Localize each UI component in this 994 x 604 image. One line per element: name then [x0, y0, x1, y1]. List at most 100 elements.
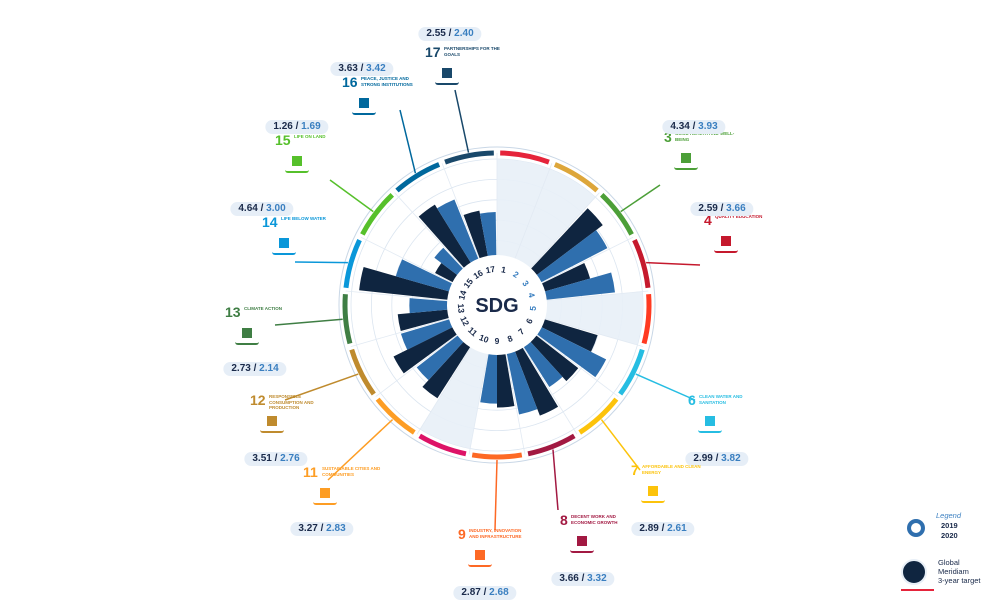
inner-number-goal-10: 10 — [478, 332, 491, 345]
ring-segment-goal-4 — [632, 239, 651, 289]
value-separator: / — [689, 121, 699, 132]
sector-divider — [522, 347, 578, 435]
value-separator: / — [271, 453, 281, 464]
sector-divider — [541, 236, 634, 284]
inner-number-goal-3: 3 — [520, 278, 531, 288]
value-2020: 2.61 — [667, 523, 687, 534]
bar-2020-goal-14 — [395, 259, 452, 292]
sector-divider — [544, 318, 644, 347]
bar-2020-goal-7 — [523, 341, 563, 387]
goal-8-icon — [570, 531, 594, 553]
bar-2020-goal-3 — [536, 230, 608, 283]
goal-12-number: 12 — [250, 392, 266, 408]
goal-7-name: AFFORDABLE AND CLEAN ENERGY — [642, 464, 701, 475]
value-2020: 3.32 — [587, 573, 607, 584]
callout-line-goal-8 — [552, 449, 559, 511]
value-2019: 4.64 — [238, 203, 258, 214]
value-separator: / — [250, 363, 260, 374]
value-2019: 2.59 — [698, 203, 718, 214]
inner-number-goal-12: 12 — [458, 315, 471, 328]
callout-line-goal-3 — [620, 184, 661, 213]
goal-13-icon — [235, 323, 259, 345]
value-separator: / — [712, 453, 722, 464]
goal-6-number: 6 — [688, 392, 696, 408]
goal-7-number: 7 — [631, 462, 639, 478]
goal-14-icon — [272, 233, 296, 255]
value-2019: 3.63 — [338, 63, 358, 74]
goal-4-name: QUALITY EDUCATION — [715, 214, 763, 219]
center-label: SDG — [475, 295, 518, 317]
goal-6-value-pill: 2.99 / 3.82 — [685, 452, 749, 466]
ring-segment-goal-1 — [500, 150, 550, 165]
goal-3-number: 3 — [664, 129, 672, 145]
value-2019: 4.34 — [670, 121, 690, 132]
goal-13-number: 13 — [225, 304, 241, 320]
goal-6-name: CLEAN WATER AND SANITATION — [699, 394, 743, 405]
goal-14-value-pill: 4.64 / 3.00 — [230, 202, 294, 216]
value-separator: / — [578, 573, 588, 584]
value-2020: 2.14 — [259, 363, 279, 374]
ring-segment-goal-8 — [527, 433, 576, 457]
value-2019: 2.89 — [639, 523, 659, 534]
bar-2019-goal-8 — [515, 347, 559, 416]
inner-number-goal-4: 4 — [526, 292, 537, 300]
inner-number-goal-7: 7 — [516, 326, 526, 337]
sector-divider — [546, 290, 649, 301]
goal-13-name: CLIMATE ACTION — [244, 306, 282, 311]
value-2020: 2.40 — [454, 28, 474, 39]
inner-number-goal-14: 14 — [456, 289, 468, 301]
goal-14-number: 14 — [262, 214, 278, 230]
legend-year-2020: 2020 — [941, 531, 958, 540]
legend-target-line3: 3-year target — [938, 576, 981, 585]
inner-number-goal-2: 2 — [511, 269, 521, 280]
value-2020: 3.42 — [366, 63, 386, 74]
target-sector — [497, 159, 550, 259]
goal-16-name: PEACE, JUSTICE AND STRONG INSTITUTIONS — [361, 76, 413, 87]
bar-2019-goal-12 — [393, 327, 457, 374]
goal-17-number: 17 — [425, 44, 441, 60]
callout-line-goal-16 — [399, 109, 417, 174]
goal-3-value-pill: 4.34 / 3.93 — [662, 120, 726, 134]
value-2020: 2.83 — [326, 523, 346, 534]
value-2020: 3.66 — [726, 203, 746, 214]
ring-segment-goal-16 — [395, 162, 441, 193]
value-2019: 2.55 — [426, 28, 446, 39]
value-separator: / — [658, 523, 668, 534]
goal-7-icon — [641, 481, 665, 503]
ring-segment-goal-10 — [418, 433, 467, 457]
ring-segment-goal-11 — [375, 397, 416, 435]
goal-8-number: 8 — [560, 512, 568, 528]
bar-2020-goal-15 — [434, 247, 463, 275]
bar-2020-goal-8 — [506, 351, 538, 415]
ring-segment-goal-7 — [578, 397, 619, 435]
goal-17-icon — [435, 63, 459, 85]
callout-line-goal-6 — [635, 373, 696, 401]
value-2019: 1.26 — [273, 121, 293, 132]
value-separator: / — [292, 121, 302, 132]
goal-9-value-pill: 2.87 / 2.68 — [453, 586, 517, 600]
value-2020: 3.82 — [721, 453, 741, 464]
sector-divider — [530, 192, 600, 269]
bar-2020-goal-11 — [416, 335, 464, 381]
value-separator: / — [480, 587, 490, 598]
inner-number-goal-6: 6 — [524, 316, 535, 325]
callout-line-goal-7 — [600, 419, 641, 471]
value-2019: 3.66 — [559, 573, 579, 584]
sector-divider — [505, 354, 526, 455]
sector-divider — [394, 192, 464, 269]
ring-segment-goal-2 — [553, 162, 599, 193]
legend: Legend 2019 2020 — [898, 511, 974, 543]
goal-7-value-pill: 2.89 / 2.61 — [631, 522, 695, 536]
value-2020: 3.93 — [698, 121, 718, 132]
bar-2020-goal-16 — [437, 199, 479, 263]
goal-17-name: PARTNERSHIPS FOR THE GOALS — [444, 46, 500, 57]
bar-2020-goal-6 — [537, 327, 607, 378]
goal-11-value-pill: 3.27 / 2.83 — [290, 522, 354, 536]
bar-2019-goal-9 — [497, 354, 515, 408]
callout-line-goal-13 — [274, 318, 343, 326]
sector-divider — [536, 334, 619, 397]
inner-number-goal-8: 8 — [506, 333, 514, 344]
goal-15-icon — [285, 151, 309, 173]
goal-8-name: DECENT WORK AND ECONOMIC GROWTH — [571, 514, 618, 525]
